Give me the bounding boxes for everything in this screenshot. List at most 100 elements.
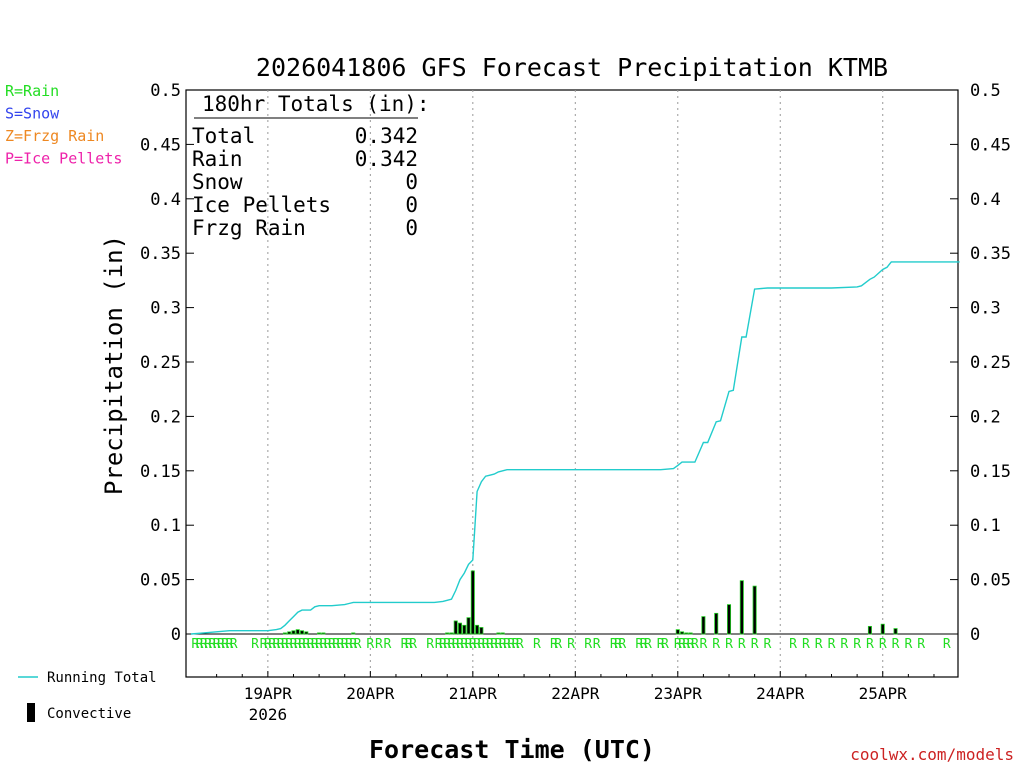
precip-type-mark: R <box>614 637 622 652</box>
precip-type-mark: R <box>682 637 690 652</box>
precip-type-mark: R <box>473 637 481 652</box>
convective-bar <box>867 625 872 635</box>
y-axis-title: Precipitation (in) <box>100 235 128 495</box>
precip-type-mark: R <box>943 637 951 652</box>
precip-type-mark: R <box>516 637 524 652</box>
convective-bar <box>893 628 898 635</box>
precip-type-mark: R <box>260 637 268 652</box>
y-tick-label-right: 0.3 <box>970 299 1001 319</box>
y-tick-label-left: 0.5 <box>150 81 181 101</box>
precip-type-mark: R <box>285 637 293 652</box>
convective-bar <box>295 629 300 635</box>
precip-type-mark: R <box>678 637 686 652</box>
y-tick-label-left: 0.3 <box>150 299 181 319</box>
y-tick-label-left: 0 <box>171 625 181 645</box>
precip-type-mark: R <box>354 637 362 652</box>
legend-type-item: S=Snow <box>5 105 60 123</box>
precip-type-legend: R=Rain S=Snow Z=Frzg Rain P=Ice Pellets <box>5 82 122 168</box>
date-gridlines <box>267 90 884 677</box>
precip-type-mark: R <box>366 637 374 652</box>
precip-type-mark: R <box>226 637 234 652</box>
legend-series-label: Convective <box>47 706 131 722</box>
precip-type-mark: R <box>477 637 485 652</box>
totals-row-label: Ice Pellets <box>192 193 331 217</box>
precip-type-mark: R <box>294 637 302 652</box>
precip-type-mark: R <box>482 637 490 652</box>
precip-type-mark: R <box>691 637 699 652</box>
precip-type-mark: R <box>332 637 340 652</box>
series-legend: Running Total Convective <box>18 670 157 722</box>
convective-bars <box>282 570 898 635</box>
precip-type-mark: R <box>443 637 451 652</box>
precip-type-mark: R <box>840 637 848 652</box>
convective-bar <box>449 632 454 635</box>
y-tick-label-right: 0.1 <box>970 516 1001 536</box>
totals-row-value: 0.342 <box>355 124 418 148</box>
watermark-text: coolwx.com/models <box>850 745 1014 764</box>
precip-type-mark: R <box>610 637 618 652</box>
x-tick-label: 20APR <box>346 684 395 703</box>
precip-type-mark: R <box>191 637 199 652</box>
running-total-line <box>190 261 960 635</box>
y-tick-label-right: 0.4 <box>970 190 1001 210</box>
precip-type-mark: R <box>268 637 276 652</box>
precip-type-mark: R <box>657 637 665 652</box>
convective-bar <box>752 585 757 635</box>
precip-type-mark: R <box>567 637 575 652</box>
precip-type-mark: R <box>460 637 468 652</box>
totals-row-label: Rain <box>192 147 243 171</box>
convective-bar <box>688 632 693 635</box>
precip-type-mark: R <box>409 637 417 652</box>
precip-type-mark: R <box>456 637 464 652</box>
precip-type-mark: R <box>712 637 720 652</box>
precip-type-mark: R <box>337 637 345 652</box>
legend-type-item: Z=Frzg Rain <box>5 127 104 145</box>
convective-bar <box>287 631 292 635</box>
precip-type-mark: R <box>550 637 558 652</box>
precip-type-mark: R <box>277 637 285 652</box>
y-axis-left: 0 0.05 0.1 0.15 0.2 0.25 0.3 0.35 0.4 0.45 0.5 <box>140 81 958 645</box>
precip-type-mark: R <box>375 637 383 652</box>
precip-type-mark: R <box>815 637 823 652</box>
x-tick-label: 25APR <box>859 684 908 703</box>
precip-type-mark: R <box>196 637 204 652</box>
precip-type-mark: R <box>618 637 626 652</box>
precip-type-mark: R <box>324 637 332 652</box>
y-tick-label-right: 0.15 <box>970 462 1011 482</box>
y-tick-label-left: 0.35 <box>140 244 181 264</box>
precip-type-mark: R <box>687 637 695 652</box>
precip-type-mark: R <box>319 637 327 652</box>
precip-type-mark: R <box>401 637 409 652</box>
convective-bar <box>317 632 322 635</box>
convective-bar <box>466 617 471 635</box>
totals-row-value: 0 <box>405 216 418 240</box>
convective-bar <box>701 616 706 635</box>
precip-type-mark: R <box>554 637 562 652</box>
convective-swatch <box>27 703 35 722</box>
precip-type-mark: R <box>533 637 541 652</box>
convective-bar <box>479 627 484 635</box>
y-tick-label-left: 0.15 <box>140 462 181 482</box>
x-tick-label: 19APR <box>244 684 293 703</box>
x-tick-label: 22APR <box>551 684 600 703</box>
y-tick-label-left: 0.45 <box>140 135 181 155</box>
precip-type-mark: R <box>272 637 280 652</box>
precip-type-mark: R <box>699 637 707 652</box>
plot-frame <box>185 89 959 678</box>
precip-type-mark: R <box>448 637 456 652</box>
precip-type-mark: R <box>251 637 259 652</box>
precip-type-mark: R <box>315 637 323 652</box>
precip-type-mark: R <box>302 637 310 652</box>
precip-type-mark: R <box>405 637 413 652</box>
precip-type-mark: R <box>217 637 225 652</box>
y-tick-label-right: 0.35 <box>970 244 1011 264</box>
precip-type-mark: R <box>866 637 874 652</box>
totals-rows: Total 0.342 Rain 0.342 Snow 0 Ice Pellets 0 Frzg… <box>192 124 418 240</box>
y-tick-label-left: 0.25 <box>140 353 181 373</box>
precip-type-mark: R <box>469 637 477 652</box>
precip-type-mark: R <box>486 637 494 652</box>
precip-type-mark: R <box>384 637 392 652</box>
legend-series-label: Running Total <box>47 670 157 686</box>
precip-type-mark: R <box>426 637 434 652</box>
